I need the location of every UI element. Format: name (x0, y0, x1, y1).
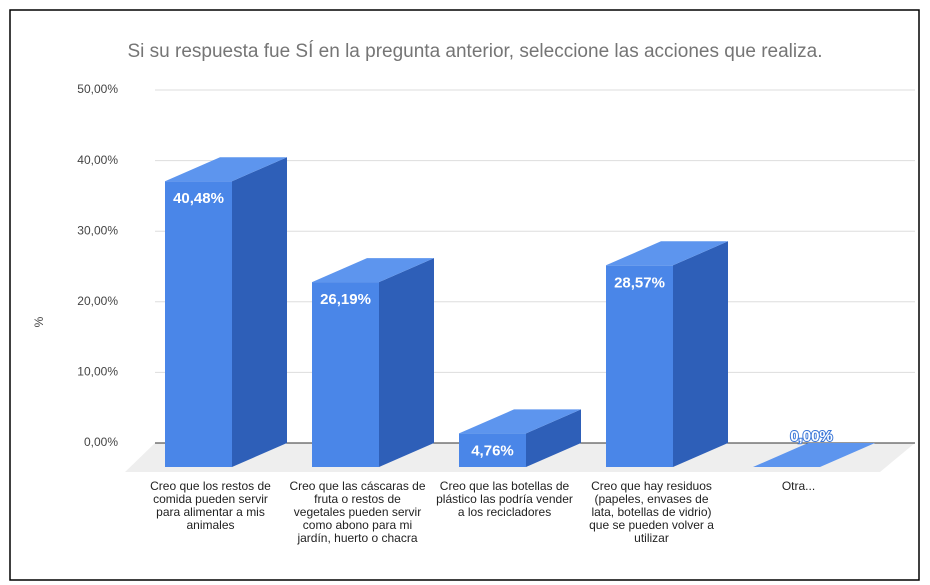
chart-title: Si su respuesta fue SÍ en la pregunta an… (128, 41, 823, 62)
bar-top (165, 157, 287, 182)
value-label: 4,76% (471, 442, 514, 459)
bar-top (312, 258, 434, 283)
y-tick-label: 50,00% (77, 82, 118, 96)
frame (9, 9, 920, 581)
x-tick-label: Creo que los restos de comida pueden ser… (150, 479, 271, 532)
bar-side (673, 241, 728, 467)
value-label: 26,19% (320, 291, 371, 308)
y-tick-label: 30,00% (77, 223, 118, 237)
x-tick-label: Creo que las cáscaras de fruta o restos … (289, 479, 426, 545)
bar-side (526, 409, 581, 467)
y-tick-label: 40,00% (77, 153, 118, 167)
value-label: 0,00% (790, 428, 833, 445)
bar (312, 282, 379, 467)
value-label: 40,48% (173, 190, 224, 207)
y-tick-label: 0,00% (84, 435, 118, 449)
bar-top (753, 443, 875, 467)
bar-top (459, 409, 581, 434)
y-tick-label: 10,00% (77, 365, 118, 379)
bar-side (379, 258, 434, 467)
value-label: 28,57% (614, 274, 665, 291)
bar-top (606, 241, 728, 266)
y-axis-label: % (32, 316, 46, 327)
y-tick-label: 20,00% (77, 294, 118, 308)
x-tick-label: Otra... (781, 479, 816, 493)
x-tick-label: Creo que hay residuos (papeles, envases … (589, 479, 714, 545)
bar (606, 265, 673, 467)
x-tick-label: Creo que las botellas de plástico las po… (436, 479, 573, 519)
bar-side (232, 157, 287, 468)
bar (459, 433, 526, 467)
bar (165, 181, 232, 468)
